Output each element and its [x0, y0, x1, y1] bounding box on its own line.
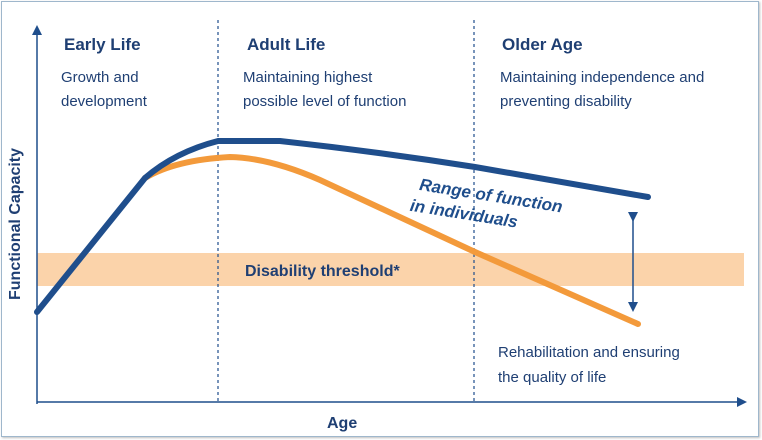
phase-desc-early-line1: Growth and: [61, 69, 139, 86]
x-axis-label: Age: [327, 415, 357, 432]
phase-desc-adult-line1: Maintaining highest: [243, 69, 373, 86]
disability-threshold-label: Disability threshold*: [245, 263, 400, 280]
phase-title-older-age: Older Age: [502, 35, 583, 54]
phase-desc-older-line2: preventing disability: [500, 93, 632, 110]
upper-function-curve: [34, 138, 651, 315]
phase-desc-older-line1: Maintaining independence and: [500, 69, 704, 86]
phase-title-adult-life: Adult Life: [247, 35, 325, 54]
phase-title-early-life: Early Life: [64, 35, 141, 54]
phase-desc-adult-line2: possible level of function: [243, 93, 406, 110]
disability-threshold-band: [37, 253, 744, 286]
lower-function-curve: [142, 154, 641, 327]
phase-desc-early-line2: development: [61, 93, 148, 110]
rehab-note-line1: Rehabilitation and ensuring: [498, 344, 680, 361]
y-axis-label: Functional Capacity: [7, 148, 24, 300]
rehab-note-line2: the quality of life: [498, 369, 606, 386]
